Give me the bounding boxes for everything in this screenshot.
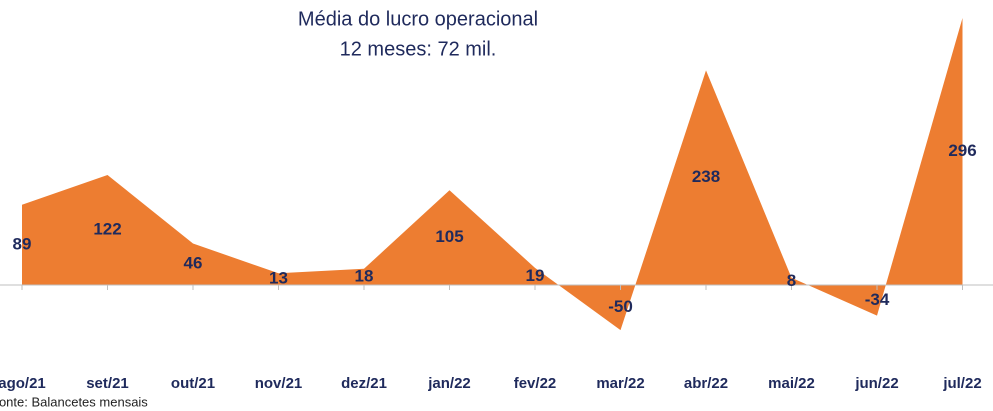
data-label: 89: [13, 234, 32, 253]
x-tick-label: out/21: [171, 375, 215, 392]
chart-subtitle: 12 meses: 72 mil.: [340, 38, 497, 60]
area: [22, 18, 963, 331]
x-tick-label: nov/21: [255, 375, 303, 392]
data-label: 18: [355, 266, 374, 285]
data-label: -50: [608, 297, 633, 316]
x-tick-label: mai/22: [768, 375, 815, 392]
data-label: 8: [787, 271, 796, 290]
x-tick-label: ago/21: [0, 375, 46, 392]
x-tick-label: mar/22: [596, 375, 644, 392]
x-tick-label: jun/22: [854, 375, 898, 392]
data-label: 19: [526, 266, 545, 285]
data-label: -34: [865, 290, 890, 309]
data-label: 122: [93, 219, 121, 238]
x-tick-label: set/21: [86, 375, 129, 392]
data-label: 296: [948, 141, 976, 160]
chart-title: Média do lucro operacional: [298, 8, 538, 30]
x-tick-label: abr/22: [684, 375, 728, 392]
data-label: 13: [269, 269, 288, 288]
x-tick-label: jul/22: [942, 375, 981, 392]
data-label: 105: [435, 227, 463, 246]
x-tick-label: dez/21: [341, 375, 387, 392]
data-label: 238: [692, 167, 720, 186]
data-label: 46: [184, 254, 203, 273]
x-tick-label: jan/22: [427, 375, 471, 392]
x-tick-label: fev/22: [514, 375, 557, 392]
source-note: Fonte: Balancetes mensais: [0, 394, 148, 409]
